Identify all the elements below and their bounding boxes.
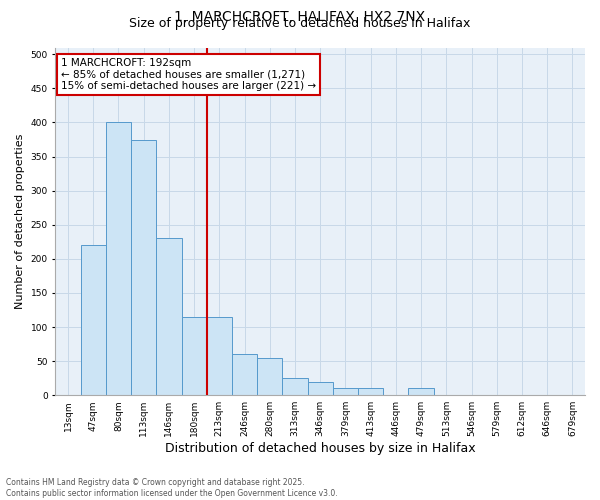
Bar <box>131 140 157 395</box>
X-axis label: Distribution of detached houses by size in Halifax: Distribution of detached houses by size … <box>165 442 476 455</box>
Y-axis label: Number of detached properties: Number of detached properties <box>15 134 25 309</box>
Bar <box>358 388 383 395</box>
Bar <box>106 122 131 395</box>
Bar <box>308 382 333 395</box>
Bar <box>257 358 283 395</box>
Bar <box>333 388 358 395</box>
Text: 1 MARCHCROFT: 192sqm
← 85% of detached houses are smaller (1,271)
15% of semi-de: 1 MARCHCROFT: 192sqm ← 85% of detached h… <box>61 58 316 91</box>
Bar <box>80 245 106 395</box>
Bar <box>232 354 257 395</box>
Text: Contains HM Land Registry data © Crown copyright and database right 2025.
Contai: Contains HM Land Registry data © Crown c… <box>6 478 338 498</box>
Bar <box>182 317 207 395</box>
Text: 1, MARCHCROFT, HALIFAX, HX2 7NX: 1, MARCHCROFT, HALIFAX, HX2 7NX <box>175 10 425 24</box>
Bar <box>157 238 182 395</box>
Text: Size of property relative to detached houses in Halifax: Size of property relative to detached ho… <box>130 18 470 30</box>
Bar <box>409 388 434 395</box>
Bar <box>207 317 232 395</box>
Bar <box>283 378 308 395</box>
